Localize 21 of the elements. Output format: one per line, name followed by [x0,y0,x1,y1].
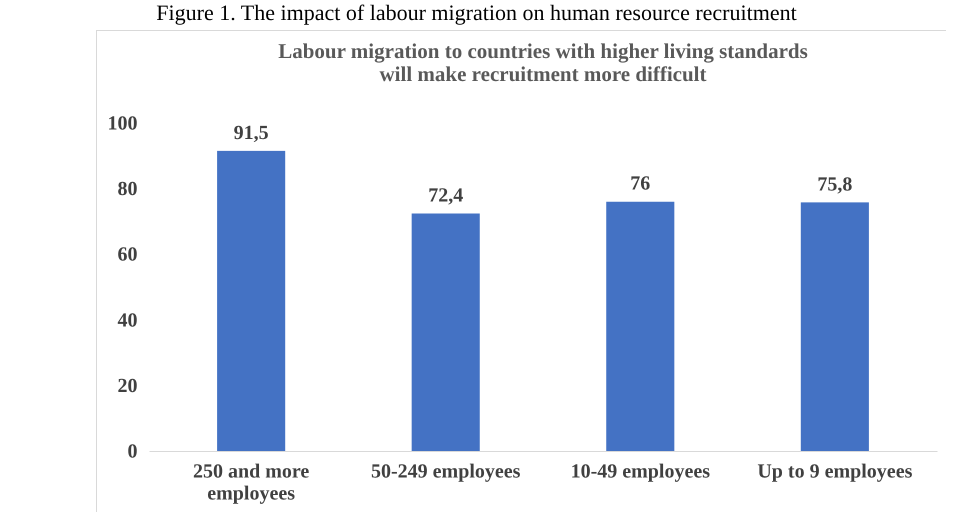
y-tick-label: 0 [128,440,138,462]
text: will make recruitment more difficult [380,62,706,86]
data-label: 75,8 [817,173,852,196]
y-tick-label: 40 [118,309,138,332]
x-tick-label: 10-49 employees [570,460,710,482]
x-tick-label: 250 and more employees [192,460,310,504]
data-label: 91,5 [234,122,269,144]
bar [606,202,674,451]
bar [800,202,869,451]
y-tick-label: 20 [118,374,138,397]
y-tick-label: 80 [118,178,138,200]
data-label: 76 [630,172,650,195]
bar [217,150,286,451]
bar [412,214,480,451]
x-tick-label: Up to 9 employees [757,460,913,482]
text: Labour migration to countries with higher living standards [278,39,808,63]
data-label: 72,4 [428,184,464,207]
x-tick-label: 50-249 employees [371,460,521,482]
y-tick-label: 100 [108,112,138,134]
y-tick-label: 60 [118,244,138,266]
caption: Figure 1. The impact of labour migration on human resource recruitment [155,0,798,26]
